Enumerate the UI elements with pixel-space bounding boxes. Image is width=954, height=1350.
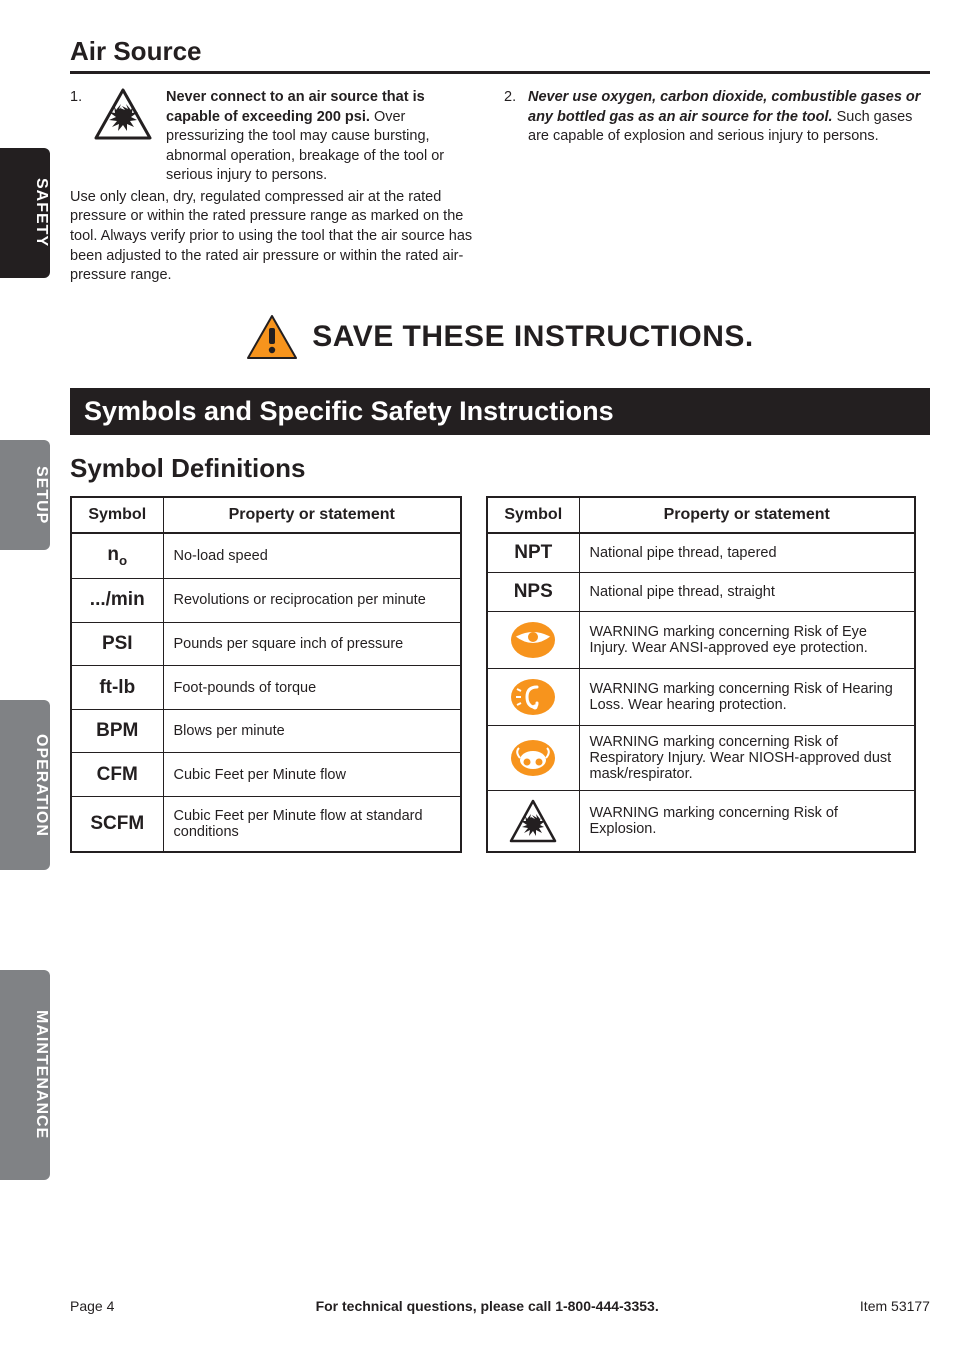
symbol-cell: no — [71, 533, 163, 579]
description-cell: Blows per minute — [163, 709, 461, 753]
respirator-warning-icon — [487, 725, 579, 790]
footer-item: Item 53177 — [860, 1298, 930, 1314]
side-tabs: SAFETY SETUP OPERATION MAINTENANCE — [0, 0, 58, 1350]
table-header: Symbol — [71, 497, 163, 533]
description-cell: WARNING marking concerning Risk of Explo… — [579, 790, 915, 852]
symbol-cell: NPT — [487, 533, 579, 573]
table-row: PSIPounds per square inch of pressure — [71, 622, 461, 666]
air-source-heading: Air Source — [70, 36, 930, 74]
air-source-col-right: 2. Never use oxygen, carbon dioxide, com… — [504, 88, 924, 286]
symbol-cell: NPS — [487, 572, 579, 611]
symbol-cell: SCFM — [71, 796, 163, 851]
tab-setup: SETUP — [0, 440, 50, 550]
eye-warning-icon — [487, 611, 579, 668]
symbol-cell: BPM — [71, 709, 163, 753]
table-row: NPSNational pipe thread, straight — [487, 572, 915, 611]
symbol-definitions-heading: Symbol Definitions — [70, 453, 930, 484]
symbol-cell: .../min — [71, 579, 163, 623]
description-cell: Revolutions or reciprocation per minute — [163, 579, 461, 623]
explosion-warning-icon — [94, 88, 152, 140]
symbol-cell: CFM — [71, 753, 163, 797]
description-cell: Pounds per square inch of pressure — [163, 622, 461, 666]
footer-phone: For technical questions, please call 1-8… — [316, 1298, 659, 1314]
symbol-table-left: Symbol Property or statement noNo-load s… — [70, 496, 462, 853]
table-row: noNo-load speed — [71, 533, 461, 579]
tab-safety: SAFETY — [0, 148, 50, 278]
tab-maintenance: MAINTENANCE — [0, 970, 50, 1180]
description-cell: Cubic Feet per Minute flow at standard c… — [163, 796, 461, 851]
description-cell: WARNING marking concerning Risk of Heari… — [579, 668, 915, 725]
table-row: SCFMCubic Feet per Minute flow at standa… — [71, 796, 461, 851]
table-row: NPTNational pipe thread, tapered — [487, 533, 915, 573]
tab-operation: OPERATION — [0, 700, 50, 870]
symbols-section-heading: Symbols and Specific Safety Instructions — [70, 388, 930, 435]
symbol-cell: PSI — [71, 622, 163, 666]
explosion-warning-icon — [487, 790, 579, 852]
symbol-cell: ft-lb — [71, 666, 163, 710]
warning-triangle-icon — [246, 314, 298, 360]
table-row: BPMBlows per minute — [71, 709, 461, 753]
symbol-tables-row: Symbol Property or statement noNo-load s… — [70, 496, 930, 853]
air-source-columns: 1. Never connect to an air source that i… — [70, 88, 930, 286]
point-1-text-inline: Never connect to an air source that is c… — [166, 88, 480, 186]
table-row: ft-lbFoot-pounds of torque — [71, 666, 461, 710]
table-header: Property or statement — [163, 497, 461, 533]
footer-page: Page 4 — [70, 1298, 114, 1314]
table-header: Property or statement — [579, 497, 915, 533]
point-2: 2. Never use oxygen, carbon dioxide, com… — [504, 88, 924, 147]
air-source-col-left: 1. Never connect to an air source that i… — [70, 88, 480, 286]
point-2-text: Never use oxygen, carbon dioxide, combus… — [528, 88, 924, 147]
table-row: WARNING marking concerning Risk of Respi… — [487, 725, 915, 790]
point-1: 1. Never connect to an air source that i… — [70, 88, 480, 186]
description-cell: Cubic Feet per Minute flow — [163, 753, 461, 797]
ear-warning-icon — [487, 668, 579, 725]
description-cell: National pipe thread, tapered — [579, 533, 915, 573]
description-cell: WARNING marking concerning Risk of Eye I… — [579, 611, 915, 668]
page-footer: Page 4 For technical questions, please c… — [70, 1298, 930, 1314]
table-row: WARNING marking concerning Risk of Eye I… — [487, 611, 915, 668]
table-row: CFMCubic Feet per Minute flow — [71, 753, 461, 797]
symbol-table-right: Symbol Property or statement NPTNational… — [486, 496, 916, 853]
point-1-number: 1. — [70, 88, 86, 108]
point-2-number: 2. — [504, 88, 520, 108]
save-instructions-text: SAVE THESE INSTRUCTIONS. — [312, 320, 754, 354]
description-cell: Foot-pounds of torque — [163, 666, 461, 710]
table-row: .../minRevolutions or reciprocation per … — [71, 579, 461, 623]
description-cell: No-load speed — [163, 533, 461, 579]
table-header: Symbol — [487, 497, 579, 533]
table-row: WARNING marking concerning Risk of Explo… — [487, 790, 915, 852]
table-row: WARNING marking concerning Risk of Heari… — [487, 668, 915, 725]
save-instructions-banner: SAVE THESE INSTRUCTIONS. — [70, 314, 930, 360]
point-1-rest-full: Use only clean, dry, regulated compresse… — [70, 188, 480, 286]
page-content: Air Source 1. Never connect to an air so… — [70, 36, 930, 853]
description-cell: WARNING marking concerning Risk of Respi… — [579, 725, 915, 790]
description-cell: National pipe thread, straight — [579, 572, 915, 611]
